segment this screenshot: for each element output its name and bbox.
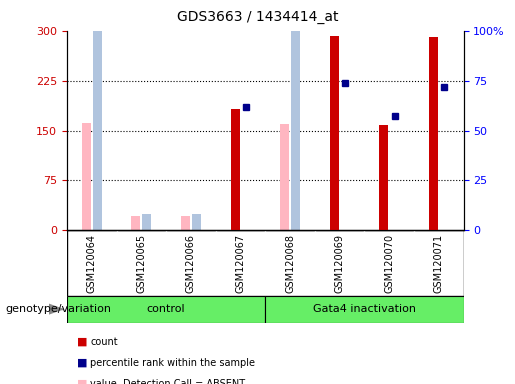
Text: value, Detection Call = ABSENT: value, Detection Call = ABSENT [90,379,245,384]
Bar [82,122,91,230]
Text: GSM120070: GSM120070 [384,233,394,293]
Bar [93,0,101,230]
Text: ■: ■ [77,358,88,368]
Bar [131,216,141,230]
Bar [231,109,239,230]
Text: count: count [90,337,118,347]
Bar [280,124,289,230]
Bar [380,125,388,230]
Bar [265,296,464,323]
Bar [330,36,339,230]
Bar [142,214,151,230]
Text: GSM120064: GSM120064 [87,233,97,293]
Text: ■: ■ [77,337,88,347]
Text: GSM120066: GSM120066 [186,233,196,293]
Text: GSM120068: GSM120068 [285,233,295,293]
Bar [192,214,201,230]
Text: ■: ■ [77,379,88,384]
Polygon shape [49,304,64,314]
Text: control: control [147,304,185,314]
Bar [67,296,265,323]
Bar [231,122,239,230]
Text: GSM120067: GSM120067 [235,233,246,293]
Text: percentile rank within the sample: percentile rank within the sample [90,358,255,368]
Text: Gata4 inactivation: Gata4 inactivation [313,304,416,314]
Bar [181,216,190,230]
Text: GSM120069: GSM120069 [335,233,345,293]
Bar [429,37,438,230]
Text: GDS3663 / 1434414_at: GDS3663 / 1434414_at [177,10,338,23]
Text: GSM120071: GSM120071 [434,233,444,293]
Text: genotype/variation: genotype/variation [5,304,111,314]
Bar [291,0,300,230]
Text: GSM120065: GSM120065 [136,233,146,293]
